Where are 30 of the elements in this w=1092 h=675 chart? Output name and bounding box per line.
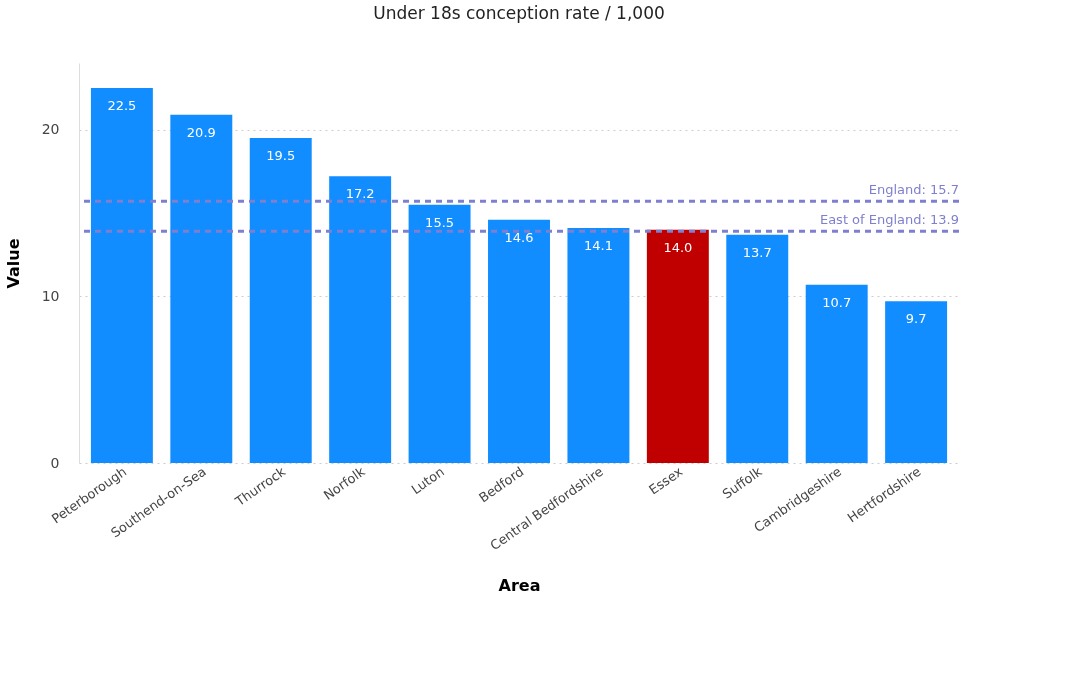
data-label: 9.7 xyxy=(905,311,927,327)
data-label: 14.6 xyxy=(504,229,534,245)
data-label: 10.7 xyxy=(822,294,852,310)
y-tick-label: 0 xyxy=(50,454,60,471)
bar xyxy=(249,138,312,463)
data-label: 13.7 xyxy=(742,244,772,260)
bar xyxy=(646,229,709,463)
bar xyxy=(90,88,153,463)
ref-line-label: England: 15.7 xyxy=(868,182,959,198)
data-label: 15.5 xyxy=(425,214,455,230)
bar xyxy=(408,204,471,463)
chart-title: Under 18s conception rate / 1,000 xyxy=(373,3,665,23)
ref-line-label: East of England: 13.9 xyxy=(819,212,959,228)
data-label: 22.5 xyxy=(107,98,137,113)
data-label: 20.9 xyxy=(186,124,216,140)
bar xyxy=(329,176,392,463)
data-label: 17.2 xyxy=(345,186,375,202)
bar xyxy=(805,284,868,463)
bar xyxy=(726,234,789,463)
bar xyxy=(170,114,233,463)
bar xyxy=(488,219,550,463)
data-label: 19.5 xyxy=(266,148,296,163)
x-axis-title: Area xyxy=(498,576,541,596)
y-tick-label: 20 xyxy=(41,121,60,138)
y-tick-label: 10 xyxy=(41,287,60,304)
bar xyxy=(567,228,630,463)
y-axis-title: Value xyxy=(3,238,23,289)
data-label: 14.1 xyxy=(583,238,613,253)
data-label: 14.0 xyxy=(663,239,693,255)
bar xyxy=(885,301,948,463)
